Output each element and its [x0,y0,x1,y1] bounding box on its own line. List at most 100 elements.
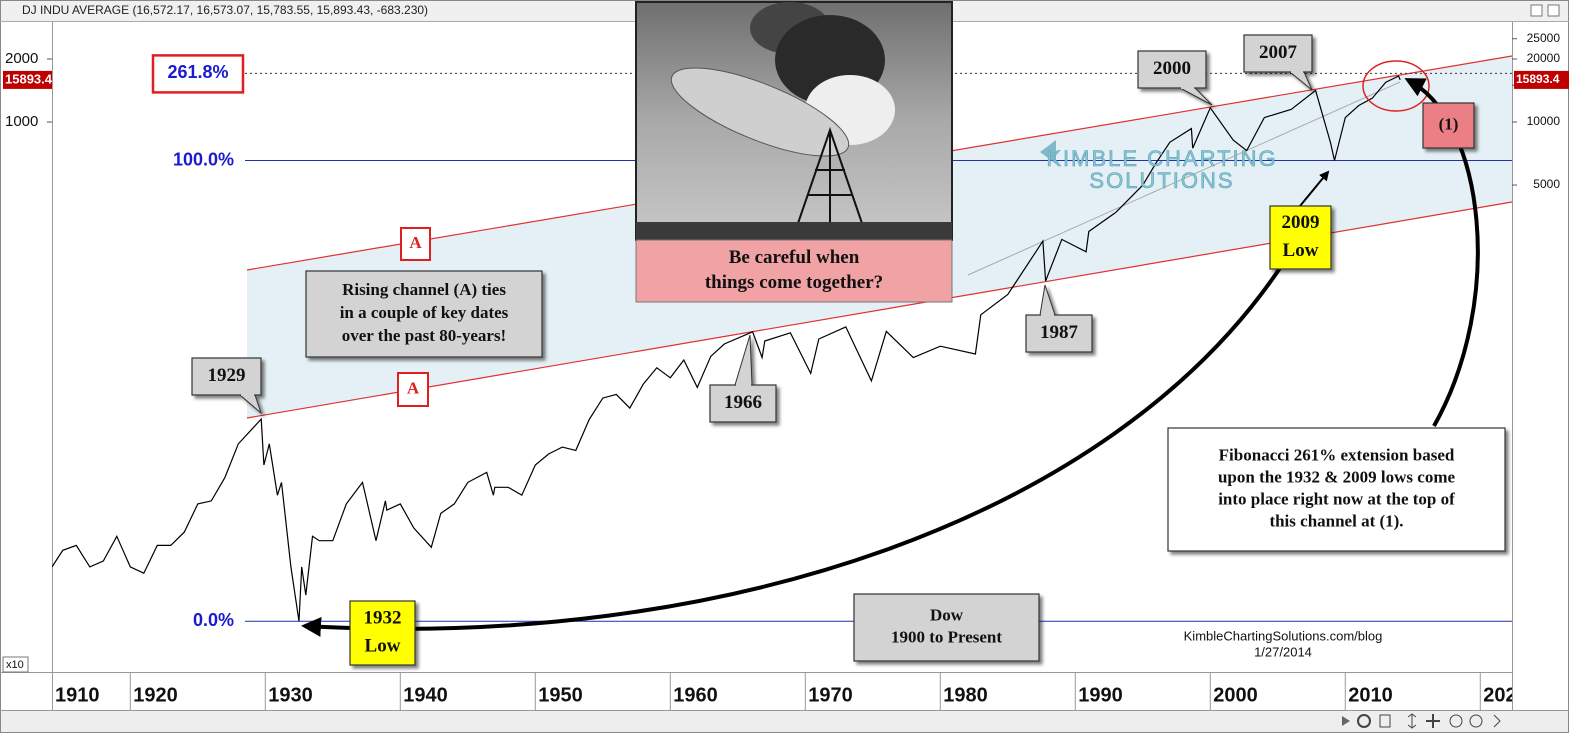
last-price-label: 15893.4 [1516,72,1560,86]
annotation-box [1025,314,1093,353]
y2-tick-label: 2000 [5,50,38,67]
annotation-box [1269,205,1332,270]
annotation-box [305,270,543,358]
x-tick-label: 1950 [538,684,583,706]
price-line [52,75,1401,622]
ground [636,222,952,240]
last-price-tag [3,70,52,89]
hindenburg-photo [635,1,953,303]
annotation-box [397,372,429,407]
x-tick-label: 1920 [133,684,178,706]
x-tick-label: 2000 [1213,684,1258,706]
annotation-text: Be careful when [729,247,860,268]
airship [670,67,850,157]
annotation-text: 1966 [724,392,762,413]
annotation [1025,284,1093,353]
annotation-text: A [407,378,420,397]
arrow [1299,170,1330,207]
highlight-circle [1362,60,1430,112]
y2-label: x10 [6,659,24,671]
window-button[interactable] [1530,4,1543,17]
annotation-text: KimbleChartingSolutions.com/blog [1184,628,1383,643]
fib-label: 0.0% [193,610,234,630]
annotation [853,593,1040,662]
toolbar-icon[interactable] [1342,716,1350,726]
x-tick-label: 1910 [55,684,100,706]
annotation-text: 2009 [1282,212,1320,233]
annotation [1422,102,1475,149]
x-tick-label: 1960 [673,684,718,706]
last-price-tag [1514,70,1569,89]
toolbar-icon[interactable] [1449,714,1463,728]
caption-box [635,239,953,303]
header-title: DJ INDU AVERAGE (16,572.17, 16,573.07, 1… [22,3,428,17]
annotation-box [1137,50,1207,89]
annotation-text: (1) [1439,114,1459,133]
y-tick-label: 25000 [1527,31,1561,45]
y-tick-label: 5000 [1533,177,1560,191]
annotation-text: 2000 [1153,58,1191,79]
annotation [709,334,777,423]
annotation [1243,34,1313,91]
toolbar [1342,713,1501,729]
annotation-box [191,357,262,396]
fib-label-box [151,54,245,94]
annotation-text: Rising channel (A) ties [342,280,506,299]
annotation-text: 1987 [1040,322,1079,343]
annotation [400,227,431,261]
trend-line [967,81,1401,276]
annotation-box [349,600,416,666]
annotation [1167,427,1506,552]
annotation-text: upon the 1932 & 2009 lows come [1218,467,1456,486]
annotation-text: things come together? [705,272,883,293]
y2-label-box [2,656,29,673]
x-axis: 1910 1920 1930 1940 1950 1960 1970 1980 1990 2000… [55,672,1528,710]
annotation-text: 1/27/2014 [1254,644,1312,659]
annotation-box [1167,427,1506,552]
toolbar-icon[interactable] [1493,714,1501,728]
annotation-box [1422,102,1475,149]
annotation [1269,205,1332,270]
x-tick-label: 1980 [943,684,988,706]
toolbar-icon[interactable] [1426,714,1440,728]
annotation-box [709,384,777,423]
annotation [305,270,543,358]
y2-tick-label: 1000 [5,113,38,130]
annotation-text: over the past 80-years! [342,326,506,345]
watermark-logo [1040,140,1056,164]
toolbar-icon[interactable] [1357,714,1371,728]
annotation [349,600,416,666]
annotation-text: Fibonacci 261% extension based [1219,445,1455,464]
y-tick-label: 10000 [1527,114,1561,128]
fib-label: 261.8% [167,62,228,82]
toolbar-icon[interactable] [1407,713,1417,729]
mooring-mast [794,126,866,233]
annotation-text: this channel at (1). [1269,511,1403,530]
annotation-text: KIMBLE CHARTING [1046,146,1277,171]
window-button[interactable] [1547,4,1560,17]
annotation-box [853,593,1040,662]
x-tick-label: 2010 [1348,684,1393,706]
last-price-left: 15893.4 [3,70,52,89]
annotation-text: 1900 to Present [891,627,1002,646]
annotation-text: SOLUTIONS [1089,168,1234,193]
x-tick-label: 1930 [268,684,313,706]
annotation-text: Dow [930,605,964,624]
scrollbar[interactable] [1,711,1568,732]
x-tick-label: 2020 [1483,684,1528,706]
toolbar-icon[interactable] [1379,714,1391,728]
annotation-text: 1932 [364,607,402,628]
annotation-text: Low [1283,240,1319,261]
annotation-box [1243,34,1313,73]
x-tick-label: 1940 [403,684,448,706]
x-tick-label: 1970 [808,684,853,706]
x-tick-label: 1990 [1078,684,1123,706]
annotation-text: 1929 [208,365,246,386]
toolbar-icon[interactable] [1469,714,1483,728]
annotation [191,357,263,415]
annotation [1137,50,1213,106]
annotation-text: Low [365,635,401,656]
annotation-text: A [409,233,422,252]
